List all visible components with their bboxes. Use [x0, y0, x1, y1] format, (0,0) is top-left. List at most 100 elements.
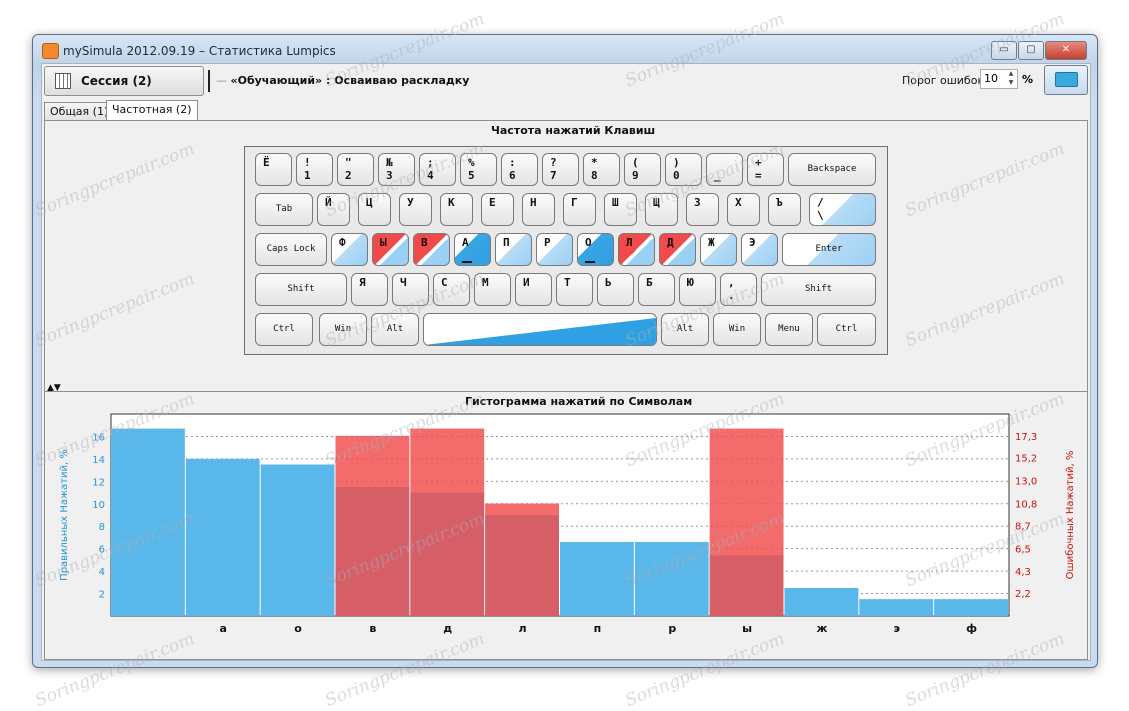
key-А: А: [454, 233, 491, 266]
key-backspace: Backspace: [788, 153, 876, 186]
histogram-chart: 2 4 6 8 10 12 14 16 2,2 4,3 6,5 8,7 10,8 13,0 15,2 17,3…: [59, 413, 1076, 635]
error-threshold-value[interactable]: 10: [984, 72, 998, 85]
y-tick-label: 10: [92, 500, 105, 511]
x-tick-label: д: [443, 622, 452, 635]
y2-tick-label: 8,7: [1015, 521, 1031, 532]
tab-frequency[interactable]: Частотная (2): [106, 100, 198, 122]
histogram-title: Гистограмма нажатий по Символам: [465, 395, 693, 408]
mode-name: «Обучающий»: [230, 74, 323, 87]
key-/: / \: [809, 193, 876, 226]
y2-tick-label: 17,3: [1015, 432, 1037, 443]
key-;: ; 4: [419, 153, 456, 186]
key-shift: Shift: [255, 273, 347, 306]
chat-bubble-icon: [1055, 72, 1078, 87]
bar-correct: [934, 599, 1008, 616]
key-*: * 8: [583, 153, 620, 186]
key-У: У: [399, 193, 432, 226]
chat-button[interactable]: [1044, 65, 1088, 95]
key-Р: Р: [536, 233, 573, 266]
x-tick-label: р: [668, 622, 676, 635]
key-%: % 5: [460, 153, 497, 186]
key-alt: Alt: [371, 313, 419, 346]
title-bar[interactable]: mySimula 2012.09.19 – Статистика Lumpics…: [33, 35, 1097, 63]
key-Ю: Ю: [679, 273, 716, 306]
y-tick-label: 16: [92, 432, 105, 443]
splitter-arrows-icon[interactable]: ▲▼: [47, 383, 61, 393]
key-,: ,.: [720, 273, 757, 306]
x-tick-label: ф: [966, 622, 977, 635]
key-Ъ: Ъ: [768, 193, 801, 226]
y2-tick-label: 10,8: [1015, 500, 1037, 511]
key-Ш: Ш: [604, 193, 637, 226]
key-З: З: [686, 193, 719, 226]
key-К: К: [440, 193, 473, 226]
spin-down-icon[interactable]: ▼: [1008, 79, 1014, 86]
frequency-panel: Частота нажатий Клавиш Ё! 1 " 2 № 3; 4% 5:6? 7 * 8…: [44, 120, 1088, 660]
bar-correct: [634, 541, 709, 616]
session-button[interactable]: Сессия (2): [44, 66, 204, 96]
key-enter: Enter: [782, 233, 876, 266]
key-caps-lock: Caps Lock: [255, 233, 327, 266]
key-Ы: Ы: [372, 233, 409, 266]
keyboard-heatmap: Ё! 1 " 2 № 3; 4% 5:6? 7 * 8(9) 0 _ + = Backspace Tab Й Ц У К…: [244, 146, 888, 355]
tab-general[interactable]: Общая (1): [44, 102, 115, 121]
key-Е: Е: [481, 193, 514, 226]
key-:: :6: [501, 153, 538, 186]
minimize-button[interactable]: ▭: [991, 41, 1017, 60]
y2-tick-label: 13,0: [1015, 477, 1037, 488]
error-threshold-label: Порог ошибок:: [902, 74, 988, 87]
bar-correct: [859, 599, 934, 616]
key-Я: Я: [351, 273, 388, 306]
bar-error: [335, 435, 410, 616]
x-tick-label: ы: [742, 622, 752, 635]
key-tab: Tab: [255, 193, 313, 226]
y-tick-label: 6: [99, 545, 105, 556]
toolbar-separator: [208, 70, 210, 92]
x-tick-label: о: [294, 622, 302, 635]
y-tick-label: 4: [99, 567, 105, 578]
key-": " 2: [337, 153, 374, 186]
key-Ё: Ё: [255, 153, 292, 186]
bar-correct: [111, 428, 185, 616]
key-ctrl: Ctrl: [817, 313, 876, 346]
close-button[interactable]: ✕: [1045, 41, 1087, 60]
bar-correct: [560, 541, 634, 616]
key-alt: Alt: [661, 313, 709, 346]
mode-separator: :: [322, 74, 335, 87]
key-Л: Л: [618, 233, 655, 266]
key-О: О: [577, 233, 614, 266]
key-В: В: [413, 233, 450, 266]
key-Ч: Ч: [392, 273, 429, 306]
maximize-button[interactable]: ▢: [1018, 41, 1044, 60]
key-?: ? 7: [542, 153, 579, 186]
key-ctrl: Ctrl: [255, 313, 313, 346]
spin-up-icon[interactable]: ▲: [1008, 70, 1014, 77]
key-Ь: Ь: [597, 273, 634, 306]
key-+: + =: [747, 153, 784, 186]
y-tick-label: 2: [99, 590, 105, 601]
y-tick-label: 8: [99, 522, 105, 533]
x-tick-label: а: [220, 622, 227, 635]
mode-desc: Осваиваю раскладку: [334, 74, 470, 87]
x-tick-label: ж: [816, 622, 827, 635]
key-С: С: [433, 273, 470, 306]
key-Ф: Ф: [331, 233, 368, 266]
error-threshold-spinner[interactable]: 10 ▲ ▼: [980, 69, 1018, 89]
y2-tick-label: 4,3: [1015, 567, 1031, 578]
key-П: П: [495, 233, 532, 266]
x-tick-label: в: [369, 622, 376, 635]
key-win: Win: [713, 313, 761, 346]
calendar-icon: [55, 73, 71, 89]
key-Б: Б: [638, 273, 675, 306]
key-Э: Э: [741, 233, 778, 266]
key-Ж: Ж: [700, 233, 737, 266]
bar-error: [410, 428, 485, 616]
bar-correct: [260, 464, 335, 616]
bar-error: [709, 428, 784, 616]
y2-tick-label: 2,2: [1015, 589, 1031, 600]
keyboard-title: Частота нажатий Клавиш: [491, 124, 656, 137]
key-Д: Д: [659, 233, 696, 266]
key-М: М: [474, 273, 511, 306]
app-icon: [42, 43, 59, 59]
histogram-section: Гистограмма нажатий по Символам 2 4 6 8 10 12…: [45, 391, 1087, 658]
